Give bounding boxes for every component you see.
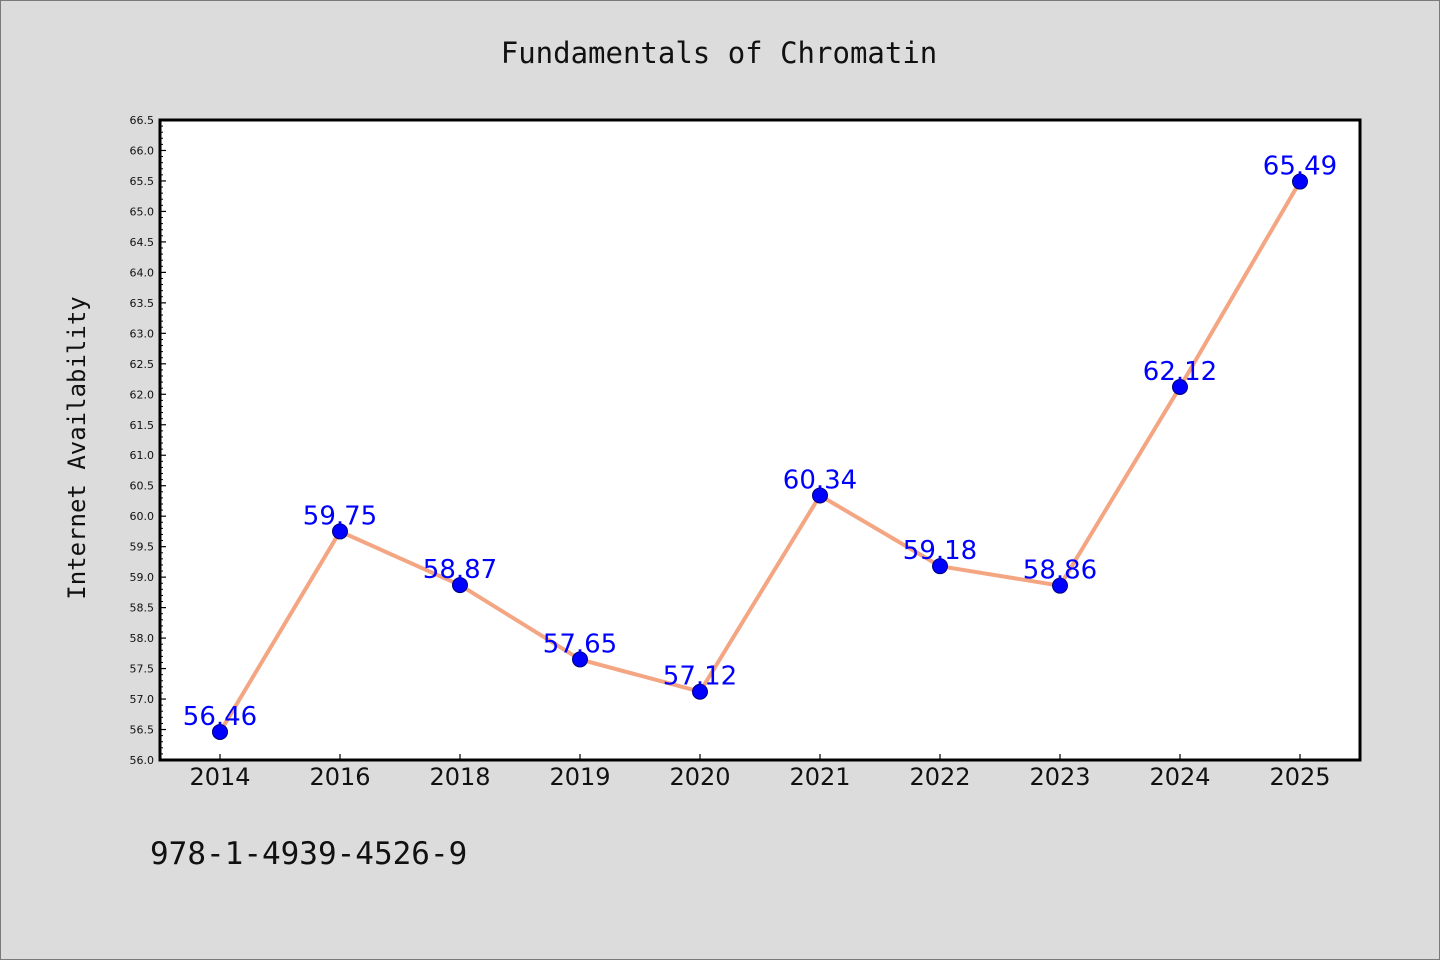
x-tick-label: 2024: [1149, 763, 1210, 791]
y-tick-label: 66.0: [130, 144, 155, 157]
data-point: [1172, 378, 1188, 395]
data-point: [692, 683, 708, 700]
chart-title: Fundamentals of Chromatin: [501, 36, 938, 70]
y-tick-label: 62.5: [130, 358, 155, 371]
y-tick-label: 56.0: [130, 754, 155, 767]
data-label: 62.12: [1143, 357, 1217, 387]
y-tick-label: 63.5: [130, 297, 155, 310]
plot-border: [158, 118, 1362, 762]
data-label: 57.12: [663, 662, 737, 692]
data-label: 65.49: [1263, 152, 1337, 182]
data-point: [572, 651, 588, 668]
x-tick-label: 2019: [549, 763, 610, 791]
data-point: [1292, 173, 1308, 190]
x-tick-label: 2025: [1269, 763, 1330, 791]
y-tick-label: 66.5: [130, 114, 155, 127]
isbn-text: 978-1-4939-4526-9: [150, 836, 467, 872]
x-tick-label: 2016: [309, 763, 370, 791]
x-tick-label: 2014: [189, 763, 250, 791]
series-line: [218, 179, 1302, 734]
data-point: [1052, 577, 1068, 594]
data-label: 60.34: [783, 465, 857, 495]
y-tick-label: 59.0: [130, 571, 155, 584]
y-tick-label: 64.5: [130, 236, 155, 249]
y-tick-label: 61.5: [130, 419, 155, 432]
data-label: 58.87: [423, 555, 497, 585]
y-tick-label: 57.5: [130, 663, 155, 676]
x-tick-label: 2023: [1029, 763, 1090, 791]
y-tick-label: 57.0: [130, 693, 155, 706]
y-tick-label: 65.5: [130, 175, 155, 188]
data-label: 56.46: [183, 702, 257, 732]
x-tick-label: 2020: [669, 763, 730, 791]
series-layer: [212, 173, 1308, 740]
y-tick-label: 60.0: [130, 510, 155, 523]
x-tick-label: 2021: [789, 763, 850, 791]
y-tick-label: 63.0: [130, 327, 155, 340]
y-tick-label: 58.0: [130, 632, 155, 645]
data-label: 58.86: [1023, 556, 1097, 586]
y-tick-label: 58.5: [130, 602, 155, 615]
data-labels-layer: 56.46 59.75 58.87 57.65 57.12 60.34 59.18 58.86…: [183, 152, 1337, 732]
data-label: 59.75: [303, 501, 377, 531]
data-point: [452, 577, 468, 594]
plot-area: [160, 120, 1360, 760]
y-tick-label: 59.5: [130, 541, 155, 554]
y-tick-label: 65.0: [130, 205, 155, 218]
y-tick-label: 60.5: [130, 480, 155, 493]
data-point: [212, 723, 228, 740]
y-tick-label: 62.0: [130, 388, 155, 401]
data-label: 59.18: [903, 536, 977, 566]
y-tick-label: 56.5: [130, 724, 155, 737]
y-tick-label: 64.0: [130, 266, 155, 279]
data-point: [332, 523, 348, 540]
y-axis-label: Internet Availability: [63, 296, 91, 599]
x-axis-ticks: 2014 2016 2018 2019 2020 2021 2022 2023 2024 2025: [189, 754, 1331, 791]
y-tick-label: 61.0: [130, 449, 155, 462]
data-point: [812, 487, 828, 504]
x-tick-label: 2022: [909, 763, 970, 791]
data-point: [932, 558, 948, 575]
x-tick-label: 2018: [429, 763, 490, 791]
data-label: 57.65: [543, 629, 617, 659]
